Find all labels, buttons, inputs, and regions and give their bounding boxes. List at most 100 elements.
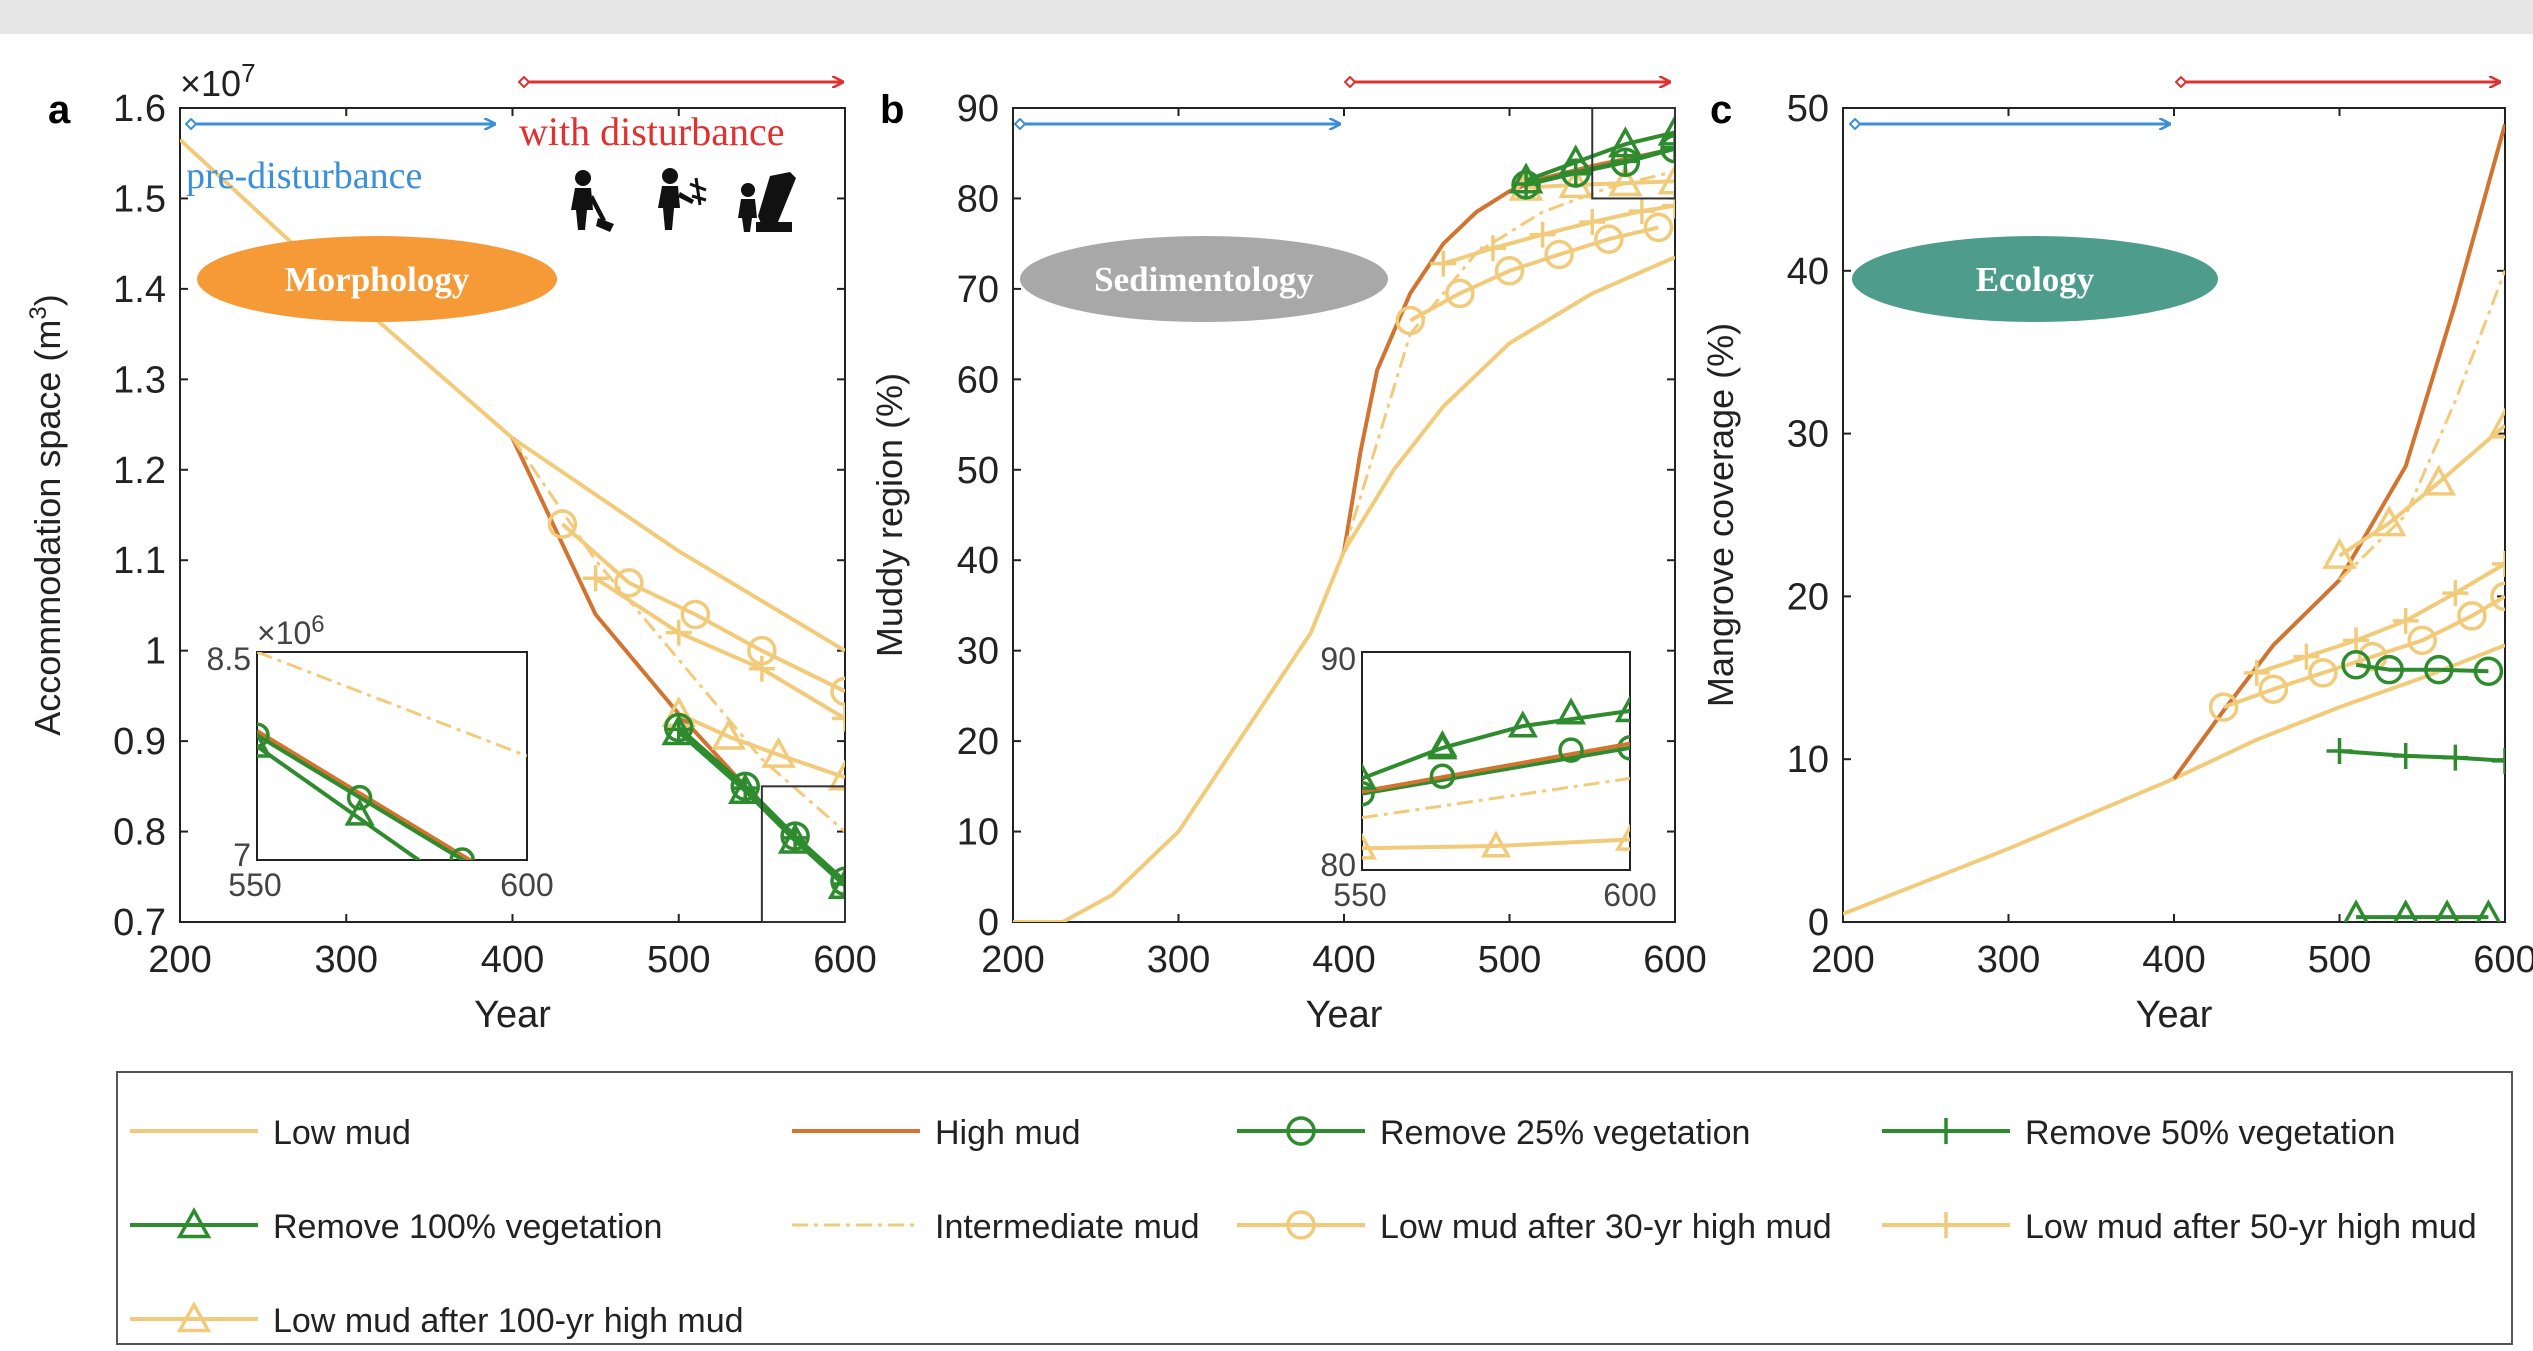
panel-c-series-r50-line: [2339, 749, 2505, 763]
panel-c-series-r100-point: [2393, 899, 2419, 922]
panel-a-x-tick-label: 500: [647, 939, 710, 981]
panel-c-series-r25-line: [2355, 662, 2489, 674]
panel-c-series-l50-point: [2343, 627, 2370, 654]
panel-c-series-l50-point: [2392, 607, 2419, 634]
legend-marker-l50: [1933, 1212, 1959, 1238]
sedimentology-badge-label: Sedimentology: [1094, 260, 1314, 299]
panel-b-series-l30-point: [1494, 256, 1525, 286]
panel-c-series-l50-point: [2442, 580, 2469, 607]
panel-a-y-tick-label: 0.9: [113, 721, 166, 763]
panel-b-series-r100-point: [1657, 114, 1675, 146]
panel-b-series-r50-point: [1612, 148, 1639, 175]
panel-a-series-l100-point: [761, 736, 796, 768]
panel-a-exponent-label: ×107: [180, 58, 256, 104]
panel-b-inset-series-r100m-point: [1555, 697, 1587, 725]
panel-b-series-l50-point: [1662, 192, 1675, 219]
panel-b-series-l30-point: [1643, 212, 1674, 243]
panel-a-y-tick-label: 0.7: [113, 902, 166, 944]
morphology-badge: [197, 236, 557, 322]
panel-b-y-axis-label: Muddy region (%): [869, 373, 910, 657]
legend-label-low: Low mud: [273, 1114, 411, 1152]
panel-c-series-r25-point: [2341, 650, 2371, 680]
panel-b-y-tick-label: 30: [957, 631, 999, 673]
panel-c-series-r100-point: [2434, 899, 2460, 922]
panel-b-series-l30-line: [1409, 225, 1659, 323]
panel-c-series-r50-point: [2392, 742, 2419, 769]
panel-c-series-r50-point: [2326, 738, 2353, 765]
panel-a-y-tick-label: 0.8: [113, 812, 166, 854]
panel-b-inset-series-r100-line: [1362, 708, 1630, 781]
panel-b-inset-series-r100-point: [1362, 762, 1378, 790]
panel-a-inset-series-r25m-point: [449, 847, 475, 860]
panel-b-inset-y-max-label: 90: [1320, 641, 1356, 677]
panel-a-inset-x-max-label: 600: [500, 867, 553, 903]
panel-c-series-l100-point: [2487, 407, 2505, 439]
panel-c-series-l50-point: [2243, 659, 2270, 686]
panel-b-inset-series-r25-point: [1617, 735, 1630, 761]
panel-a-series-l30-point: [830, 676, 845, 707]
panel-b-series-l100-point: [1657, 163, 1675, 195]
panel-b-y-tick-label: 80: [957, 178, 999, 220]
panel-a-inset-series-r25m-point: [346, 784, 373, 811]
ecology-badge-label: Ecology: [1976, 260, 2095, 299]
panel-b-y-tick-label: 0: [978, 902, 999, 944]
panel-a-series-r100-point: [777, 822, 813, 854]
panel-b-series-l50-point: [1430, 250, 1457, 277]
panel-a-inset-x-min-label: 550: [228, 867, 281, 903]
panel-b-y-tick-label: 70: [957, 269, 999, 311]
panel-c-series-l30-point: [2208, 692, 2239, 722]
panel-c-series-l30-line: [2223, 594, 2505, 709]
legend-label-r100: Remove 100% vegetation: [273, 1208, 662, 1246]
panel-b-y-tick-label: 40: [957, 540, 999, 582]
panel-b-inset-series-r100-point: [1614, 695, 1630, 723]
panel-b-x-tick-label: 300: [1147, 939, 1210, 981]
legend-label-r50: Remove 50% vegetation: [2025, 1114, 2395, 1152]
panel-b-inset-series-r25m-point: [1558, 737, 1584, 763]
panel-a-x-tick-label: 600: [813, 939, 876, 981]
panel-b-inset-series-r25m-point: [1429, 763, 1456, 790]
legend-label-inter: Intermediate mud: [935, 1208, 1200, 1246]
panel-a-series-l30-point: [547, 509, 578, 539]
panel-c-x-tick-label: 200: [1811, 939, 1874, 981]
panel-b-inset-x-max-label: 600: [1603, 877, 1656, 913]
panel-b-series-r100-point: [1508, 162, 1544, 194]
panel-b-inset-series-l100-point: [1362, 832, 1378, 860]
panel-b-inset-series-r100-point: [1507, 710, 1538, 738]
legend: Low mud High mud Remove 25% vegetation Remo…: [130, 1114, 2477, 1340]
panel-c-y-tick-label: 40: [1787, 251, 1829, 293]
panel-a-series-l30-line: [561, 522, 845, 694]
panel-c-series-l100-point: [2421, 464, 2457, 496]
panel-a-series-l30-point: [680, 599, 711, 630]
legend-marker-r50: [1933, 1118, 1959, 1144]
panel-a-y-tick-label: 1.6: [113, 88, 166, 130]
panel-b-inset-series-group: [1362, 695, 1630, 860]
panel-c-y-tick-label: 50: [1787, 88, 1829, 130]
panel-a-y-tick-label: 1.3: [113, 359, 166, 401]
panel-a-inset-series-r100m-point: [344, 798, 375, 826]
panel-c-chart: 200 300 400 500 600 0 10 20 30 40 50 Year Mangrove c…: [1700, 88, 2533, 1036]
panel-c-series-l30-point: [2258, 674, 2289, 704]
panel-b-x-tick-label: 500: [1478, 939, 1541, 981]
panel-b-x-tick-label: 400: [1312, 939, 1375, 981]
panel-c-series-l30-point: [2490, 581, 2505, 612]
panel-a-x-tick-label: 300: [315, 939, 378, 981]
legend-label-r25: Remove 25% vegetation: [1380, 1114, 1750, 1152]
pre-disturbance-label: pre-disturbance: [186, 155, 422, 197]
panel-a-x-tick-label: 200: [148, 939, 211, 981]
panel-letter-b: b: [880, 88, 904, 132]
panel-a-inset-y-max-label: 8.5: [207, 641, 251, 677]
panel-a-series-l50-point: [748, 655, 775, 682]
panel-a-zoom-box: [760, 785, 846, 923]
panel-c-x-tick-label: 400: [2142, 939, 2205, 981]
panel-letter-c: c: [1710, 88, 1732, 132]
panel-c-series-r100-point: [2343, 899, 2369, 922]
morphology-badge-label: Morphology: [285, 260, 470, 299]
panel-c-series-r50-point: [2492, 747, 2505, 774]
panel-b-series-r100-point: [1608, 126, 1643, 158]
panel-c-y-tick-label: 20: [1787, 576, 1829, 618]
digging-person-icon: [571, 170, 614, 232]
legend-marker-l100: [176, 1301, 212, 1333]
panel-a-series-inter-line: [511, 437, 845, 833]
panel-a-inset-series-r100-line: [257, 744, 423, 860]
panel-b-x-tick-label: 600: [1643, 939, 1706, 981]
